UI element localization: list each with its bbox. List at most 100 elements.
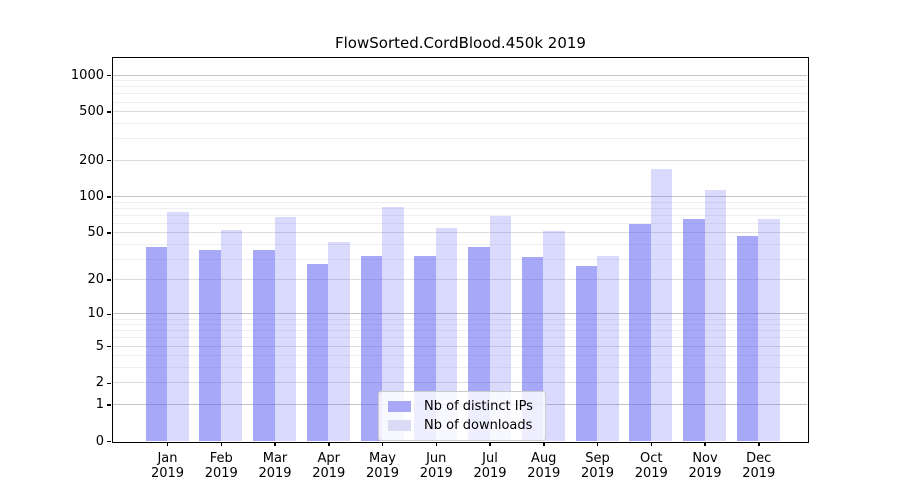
y-tick-mark	[107, 313, 111, 316]
legend-swatch-downloads	[388, 420, 411, 431]
x-tick-year: 2019	[527, 466, 561, 481]
legend: Nb of distinct IPs Nb of downloads	[378, 391, 546, 441]
x-tick-month: Nov	[692, 451, 718, 466]
gridline-major	[113, 74, 807, 76]
gridline-minor	[113, 207, 807, 209]
y-tick-mark	[107, 196, 111, 198]
x-tick-label: May 2019	[355, 451, 411, 481]
gridline-minor	[113, 367, 807, 369]
bar-distinct-ips-sep	[575, 266, 597, 441]
chart-title: FlowSorted.CordBlood.450k 2019	[335, 34, 586, 52]
x-tick-year: 2019	[365, 466, 400, 481]
x-tick-label: Aug 2019	[516, 451, 572, 481]
x-tick-year: 2019	[204, 466, 238, 481]
x-tick-month: Aug	[531, 451, 557, 466]
bar-distinct-ips-oct	[629, 224, 651, 441]
y-tick-label: 1000	[70, 67, 104, 83]
gridline-mid	[113, 232, 807, 234]
bar-downloads-nov	[704, 190, 726, 441]
bar-distinct-ips-apr	[306, 264, 329, 441]
x-tick-label: Mar 2019	[247, 451, 303, 481]
x-tick-mark	[596, 441, 599, 446]
y-tick-label: 20	[87, 272, 104, 288]
x-tick-year: 2019	[473, 466, 507, 481]
x-tick-label: Sep 2019	[570, 451, 626, 481]
x-tick-month: Feb	[209, 451, 233, 466]
legend-label-downloads: Nb of downloads	[424, 418, 533, 433]
gridline-minor	[113, 337, 807, 339]
gridline-minor	[113, 330, 807, 332]
legend-swatch-distinct-ips	[388, 401, 411, 412]
x-tick-year: 2019	[634, 466, 668, 481]
x-tick-label: Nov 2019	[677, 451, 733, 481]
gridline-minor	[113, 355, 807, 357]
y-tick-mark	[107, 279, 111, 281]
y-tick-mark	[107, 232, 111, 234]
x-tick-year: 2019	[580, 466, 615, 481]
bar-distinct-ips-may	[360, 255, 382, 441]
gridline-minor	[113, 101, 807, 103]
gridline-mid	[113, 111, 807, 113]
x-tick-mark	[489, 441, 491, 446]
x-tick-mark	[274, 441, 276, 446]
bar-downloads-mar	[274, 217, 296, 441]
bar-downloads-may	[382, 206, 404, 441]
bar-downloads-apr	[328, 241, 350, 441]
x-tick-label: Dec 2019	[731, 451, 787, 481]
gridline-major	[113, 313, 807, 315]
x-tick-label: Jan 2019	[140, 451, 196, 481]
y-tick-mark	[107, 440, 111, 443]
y-tick-mark	[107, 159, 111, 162]
bar-distinct-ips-dec	[736, 235, 759, 441]
x-tick-mark	[328, 441, 330, 446]
x-tick-year: 2019	[742, 466, 776, 481]
y-tick-mark	[107, 74, 111, 77]
y-tick-mark	[107, 382, 111, 385]
gridline-minor	[113, 93, 807, 95]
x-tick-label: Jun 2019	[408, 451, 464, 481]
x-tick-month: Mar	[262, 451, 288, 466]
y-tick-label: 10	[87, 306, 104, 322]
x-tick-label: Oct 2019	[623, 451, 679, 481]
gridline-minor	[113, 214, 807, 216]
y-tick-mark	[107, 111, 111, 113]
gridline-minor	[113, 324, 807, 326]
bar-distinct-ips-nov	[683, 219, 705, 441]
bar-downloads-dec	[758, 219, 780, 441]
plot-area	[112, 57, 809, 443]
x-tick-label: Feb 2019	[193, 451, 249, 481]
bar-downloads-jul	[489, 215, 511, 441]
x-tick-year: 2019	[419, 466, 453, 481]
gridline-minor	[113, 86, 807, 88]
x-tick-year: 2019	[688, 466, 722, 481]
x-tick-month: Jul	[482, 451, 498, 466]
gridline-minor	[113, 318, 807, 320]
bar-distinct-ips-jan	[145, 246, 167, 441]
legend-label-distinct-ips: Nb of distinct IPs	[424, 399, 533, 414]
legend-item-distinct-ips: Nb of distinct IPs	[388, 397, 533, 416]
gridline-minor	[113, 201, 807, 203]
x-tick-month: Dec	[746, 451, 772, 466]
gridline-major	[113, 196, 807, 198]
plot-canvas	[113, 58, 807, 441]
y-tick-mark	[107, 345, 111, 348]
bar-distinct-ips-feb	[199, 249, 221, 441]
legend-item-downloads: Nb of downloads	[388, 416, 533, 435]
bar-downloads-jun	[435, 227, 458, 441]
bar-downloads-aug	[543, 230, 565, 441]
x-tick-mark	[381, 441, 384, 446]
y-tick-mark	[107, 404, 111, 406]
gridline-mid	[113, 345, 807, 347]
x-tick-year: 2019	[312, 466, 346, 481]
y-tick-label: 0	[95, 433, 104, 449]
gridline-minor	[113, 243, 807, 245]
bar-downloads-oct	[650, 168, 673, 441]
x-tick-year: 2019	[258, 466, 292, 481]
bar-distinct-ips-mar	[253, 249, 275, 441]
gridline-minor	[113, 80, 807, 82]
gridline-mid	[113, 382, 807, 384]
x-tick-month: Jun	[426, 451, 447, 466]
bar-downloads-jan	[167, 212, 189, 441]
gridline-minor	[113, 258, 807, 260]
